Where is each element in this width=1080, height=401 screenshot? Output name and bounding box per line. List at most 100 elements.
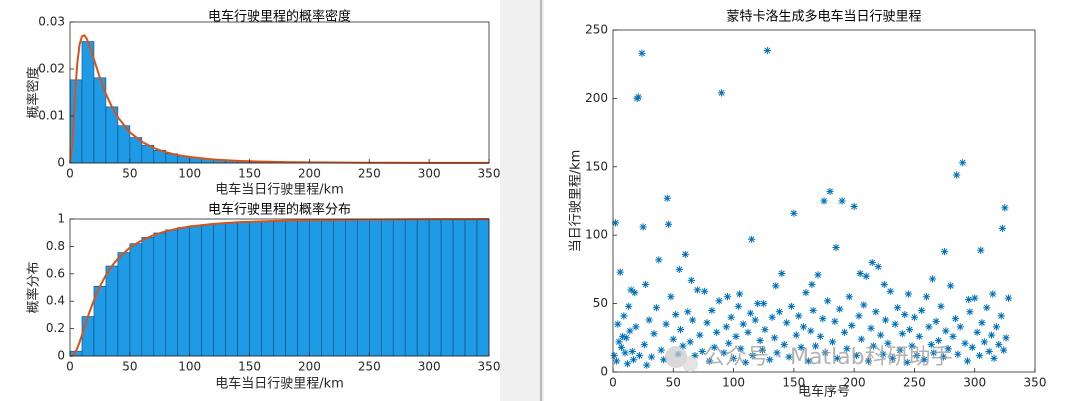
x-axis-label: 电车当日行驶里程/km bbox=[215, 182, 344, 198]
y-tick-label: 0.8 bbox=[46, 239, 65, 253]
point bbox=[995, 341, 1003, 349]
point bbox=[808, 280, 816, 289]
point bbox=[918, 306, 926, 315]
point bbox=[622, 334, 630, 342]
chart-title: 电车行驶里程的概率密度 bbox=[208, 9, 351, 25]
point bbox=[664, 220, 673, 228]
point bbox=[989, 290, 997, 298]
point bbox=[688, 316, 697, 324]
point bbox=[696, 331, 704, 339]
point bbox=[992, 323, 1001, 331]
chart-title: 蒙特卡洛生成多电车当日行驶里程 bbox=[726, 9, 921, 25]
x-tick-label: 150 bbox=[238, 360, 261, 374]
bar bbox=[105, 265, 119, 357]
point bbox=[860, 301, 868, 309]
point bbox=[795, 312, 803, 320]
curve bbox=[69, 218, 490, 357]
point bbox=[959, 159, 967, 167]
point bbox=[780, 341, 788, 349]
point bbox=[932, 317, 940, 325]
point bbox=[940, 248, 949, 256]
y-tick-label: 0.01 bbox=[38, 109, 65, 123]
point bbox=[681, 250, 689, 258]
y-axis-label: 当日行驶里程/km bbox=[569, 150, 584, 253]
point bbox=[799, 323, 808, 331]
point bbox=[906, 325, 914, 334]
point bbox=[968, 343, 976, 351]
point bbox=[739, 320, 747, 328]
point bbox=[920, 356, 928, 364]
point bbox=[708, 306, 716, 315]
x-axis-label: 电车序号 bbox=[798, 384, 850, 400]
point bbox=[746, 309, 755, 317]
y-axis-label: 概率密度 bbox=[26, 66, 42, 118]
point bbox=[857, 335, 865, 343]
bar bbox=[177, 227, 191, 357]
point bbox=[710, 343, 718, 351]
bar bbox=[225, 222, 238, 357]
point bbox=[626, 327, 634, 335]
x-tick-label: 200 bbox=[843, 376, 866, 390]
point bbox=[867, 324, 875, 332]
point bbox=[736, 290, 744, 298]
point bbox=[732, 332, 740, 341]
point bbox=[838, 197, 846, 205]
point bbox=[616, 268, 624, 276]
point bbox=[980, 338, 988, 346]
point bbox=[628, 347, 636, 356]
bar bbox=[392, 219, 406, 357]
x-tick-label: 100 bbox=[178, 360, 201, 374]
point bbox=[744, 328, 752, 336]
point bbox=[758, 346, 767, 354]
point bbox=[807, 327, 815, 335]
point bbox=[627, 286, 635, 294]
point bbox=[809, 306, 817, 315]
point bbox=[693, 286, 701, 294]
bar bbox=[440, 218, 454, 357]
point bbox=[826, 187, 834, 196]
point bbox=[836, 305, 844, 313]
point bbox=[884, 339, 892, 347]
point bbox=[760, 300, 768, 308]
y-axis-label: 概率分布 bbox=[26, 261, 42, 313]
point bbox=[824, 297, 832, 305]
y-tick-label: 0 bbox=[57, 349, 65, 363]
bar bbox=[368, 219, 382, 357]
point bbox=[652, 304, 661, 312]
point bbox=[990, 354, 998, 362]
watermark: 公众号 · Matlab科研助手 bbox=[703, 345, 953, 370]
point bbox=[862, 272, 870, 280]
point bbox=[770, 334, 779, 342]
point bbox=[701, 287, 709, 295]
y-tick-label: 100 bbox=[585, 228, 608, 242]
point bbox=[869, 342, 878, 350]
point bbox=[881, 316, 890, 324]
x-tick-label: 250 bbox=[358, 360, 381, 374]
x-tick-label: 250 bbox=[903, 376, 926, 390]
curve bbox=[69, 34, 490, 164]
x-tick-label: 300 bbox=[418, 167, 441, 181]
point bbox=[650, 330, 658, 338]
axes-box bbox=[69, 218, 490, 357]
watermark-icon bbox=[682, 356, 698, 372]
point bbox=[820, 197, 828, 205]
point bbox=[998, 224, 1007, 232]
x-tick-label: 100 bbox=[178, 167, 201, 181]
point bbox=[773, 349, 781, 357]
point bbox=[797, 343, 805, 351]
point bbox=[843, 345, 851, 353]
bar bbox=[297, 219, 310, 357]
point bbox=[930, 349, 938, 357]
point bbox=[811, 342, 820, 350]
point bbox=[679, 342, 687, 350]
point bbox=[662, 320, 670, 328]
y-tick-label: 50 bbox=[593, 296, 608, 310]
y-tick-label: 150 bbox=[585, 159, 608, 173]
point bbox=[845, 293, 853, 301]
point bbox=[703, 319, 711, 327]
y-tick-label: 0.6 bbox=[46, 266, 65, 280]
point bbox=[660, 356, 668, 364]
bar bbox=[213, 223, 226, 357]
point bbox=[734, 302, 742, 310]
point bbox=[865, 357, 873, 365]
